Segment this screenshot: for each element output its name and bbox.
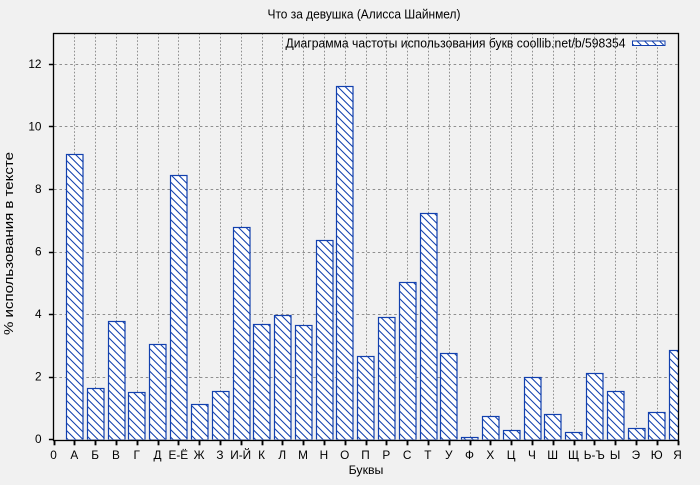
svg-text:Л: Л	[278, 448, 286, 462]
svg-text:Ш: Ш	[547, 448, 558, 462]
svg-text:И-Й: И-Й	[230, 448, 251, 462]
svg-text:Ь-Ъ: Ь-Ъ	[584, 448, 605, 462]
svg-text:Д: Д	[154, 448, 162, 462]
svg-text:6: 6	[35, 244, 42, 258]
svg-text:% использования в тексте: % использования в тексте	[1, 152, 16, 335]
svg-text:С: С	[403, 448, 412, 462]
svg-text:Х: Х	[486, 448, 494, 462]
svg-text:8: 8	[35, 182, 42, 196]
svg-text:Ы: Ы	[610, 448, 620, 462]
svg-text:У: У	[445, 448, 453, 462]
svg-text:Н: Н	[320, 448, 329, 462]
svg-text:З: З	[216, 448, 223, 462]
svg-text:О: О	[340, 448, 349, 462]
svg-text:М: М	[298, 448, 308, 462]
svg-text:Б: Б	[91, 448, 99, 462]
svg-text:Е-Ё: Е-Ё	[168, 448, 188, 462]
svg-text:Я: Я	[673, 448, 682, 462]
svg-text:Что за девушка (Алисса Шайнмел: Что за девушка (Алисса Шайнмел)	[268, 6, 461, 21]
svg-text:Ю: Ю	[651, 448, 663, 462]
svg-text:В: В	[112, 448, 120, 462]
svg-text:2: 2	[35, 370, 42, 384]
svg-text:12: 12	[28, 57, 41, 71]
svg-text:Диаграмма частоты использовани: Диаграмма частоты использования букв coo…	[286, 35, 626, 50]
svg-text:Ф: Ф	[465, 448, 474, 462]
svg-text:Ч: Ч	[528, 448, 536, 462]
svg-text:А: А	[70, 448, 78, 462]
svg-text:Р: Р	[382, 448, 390, 462]
svg-text:Г: Г	[134, 448, 141, 462]
svg-text:0: 0	[50, 448, 57, 462]
svg-text:Буквы: Буквы	[349, 463, 384, 477]
svg-text:П: П	[361, 448, 369, 462]
svg-text:Э: Э	[632, 448, 641, 462]
svg-text:0: 0	[35, 432, 42, 446]
svg-text:К: К	[258, 448, 265, 462]
svg-text:Т: Т	[424, 448, 431, 462]
svg-text:Ц: Ц	[507, 448, 516, 462]
svg-text:10: 10	[28, 119, 42, 133]
svg-text:Ж: Ж	[194, 448, 205, 462]
svg-text:Щ: Щ	[568, 448, 579, 462]
svg-text:4: 4	[35, 307, 42, 321]
